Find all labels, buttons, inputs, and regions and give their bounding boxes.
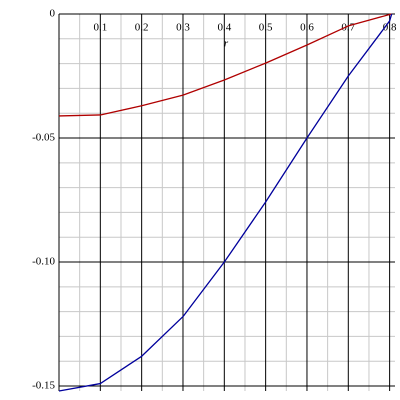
x-tick-label: 0.2 (135, 22, 149, 34)
y-tick-label: 0 (50, 8, 56, 20)
series-line (58, 13, 392, 117)
x-tick-label: 0.3 (176, 22, 190, 34)
y-tick-label: -0.15 (32, 380, 55, 392)
x-tick-label: 0.6 (300, 22, 314, 34)
y-tick-label: -0.05 (32, 132, 55, 144)
x-tick-label: 0.4 (217, 22, 231, 34)
x-axis-label: r (224, 38, 229, 50)
series-line (58, 13, 393, 392)
x-tick-label: 0.5 (259, 22, 273, 34)
y-tick-label: -0.10 (32, 256, 55, 268)
x-tick-label: 0.1 (93, 22, 107, 34)
